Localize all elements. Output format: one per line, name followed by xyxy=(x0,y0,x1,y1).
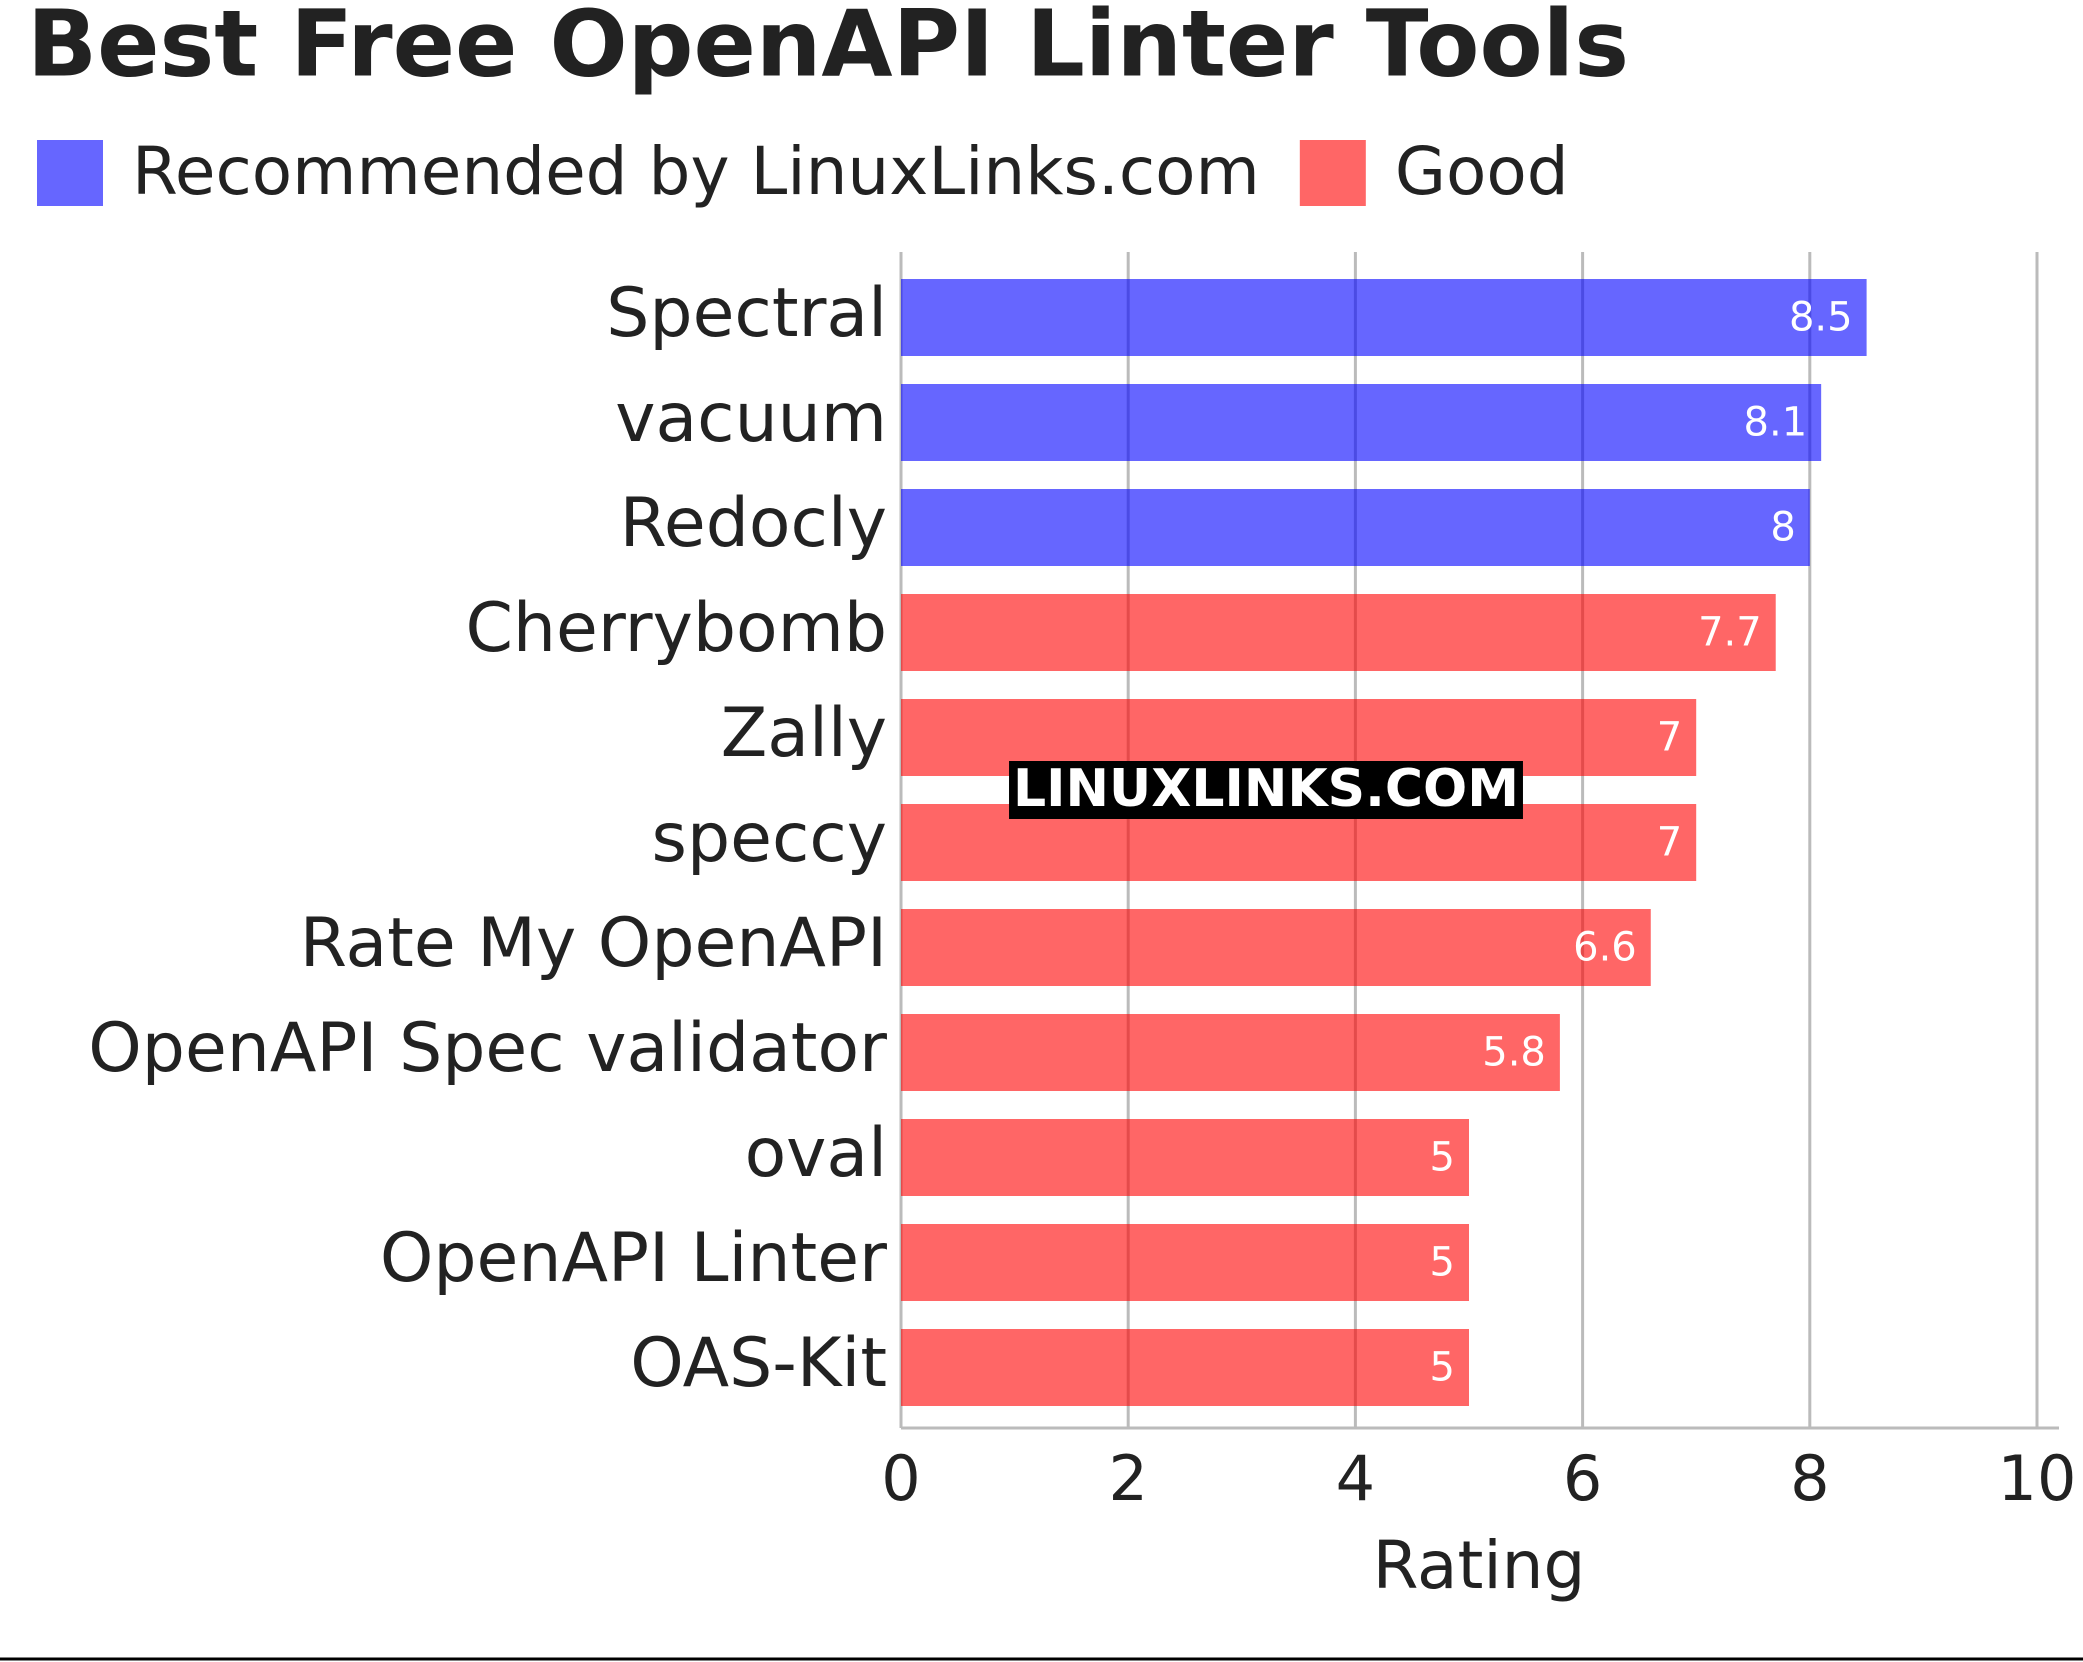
x-tick-label: 10 xyxy=(1998,1442,2077,1515)
value-label: 5 xyxy=(1430,1240,1455,1286)
bar xyxy=(901,909,1651,986)
chart-title: Best Free OpenAPI Linter Tools xyxy=(27,0,1629,97)
y-tick-label: Cherrybomb xyxy=(465,589,887,668)
value-label: 7.7 xyxy=(1698,610,1762,656)
bar xyxy=(901,1224,1469,1301)
x-tick-label: 0 xyxy=(881,1442,920,1515)
legend-label: Good xyxy=(1395,133,1569,210)
value-label: 5 xyxy=(1430,1345,1455,1391)
bar xyxy=(901,1329,1469,1406)
y-tick-label: oval xyxy=(745,1114,887,1193)
legend-label: Recommended by LinuxLinks.com xyxy=(132,133,1260,210)
bar xyxy=(901,1014,1560,1091)
legend-swatch xyxy=(1299,140,1366,206)
y-tick-label: OpenAPI Spec validator xyxy=(88,1009,887,1088)
bar xyxy=(901,1119,1469,1196)
y-tick-label: OpenAPI Linter xyxy=(380,1219,887,1298)
x-axis-title: Rating xyxy=(1373,1527,1586,1604)
y-tick-label: OAS-Kit xyxy=(630,1324,887,1403)
watermark-box xyxy=(1009,761,1523,819)
x-tick-label: 2 xyxy=(1108,1442,1147,1515)
watermark: LINUXLINKS.COM xyxy=(1013,759,1519,819)
value-label: 8.1 xyxy=(1744,400,1808,446)
y-tick-label: vacuum xyxy=(615,379,887,458)
bar xyxy=(901,489,1810,566)
legend-swatch xyxy=(37,140,103,206)
value-label: 7 xyxy=(1657,715,1682,761)
y-tick-label: Zally xyxy=(721,694,887,773)
value-label: 8.5 xyxy=(1789,295,1853,341)
value-label: 7 xyxy=(1657,820,1682,866)
x-tick-label: 6 xyxy=(1563,1442,1602,1515)
y-tick-label: speccy xyxy=(652,799,887,878)
value-label: 5 xyxy=(1430,1135,1455,1181)
value-label: 6.6 xyxy=(1573,925,1637,971)
value-label: 8 xyxy=(1770,505,1795,551)
bar xyxy=(901,279,1867,356)
y-tick-label: Rate My OpenAPI xyxy=(300,904,887,983)
y-tick-label: Spectral xyxy=(606,274,887,353)
bar xyxy=(901,384,1822,461)
y-tick-label: Redocly xyxy=(620,484,887,563)
x-tick-label: 4 xyxy=(1336,1442,1375,1515)
value-label: 5.8 xyxy=(1482,1030,1546,1076)
x-tick-label: 8 xyxy=(1790,1442,1829,1515)
bar xyxy=(901,594,1776,671)
